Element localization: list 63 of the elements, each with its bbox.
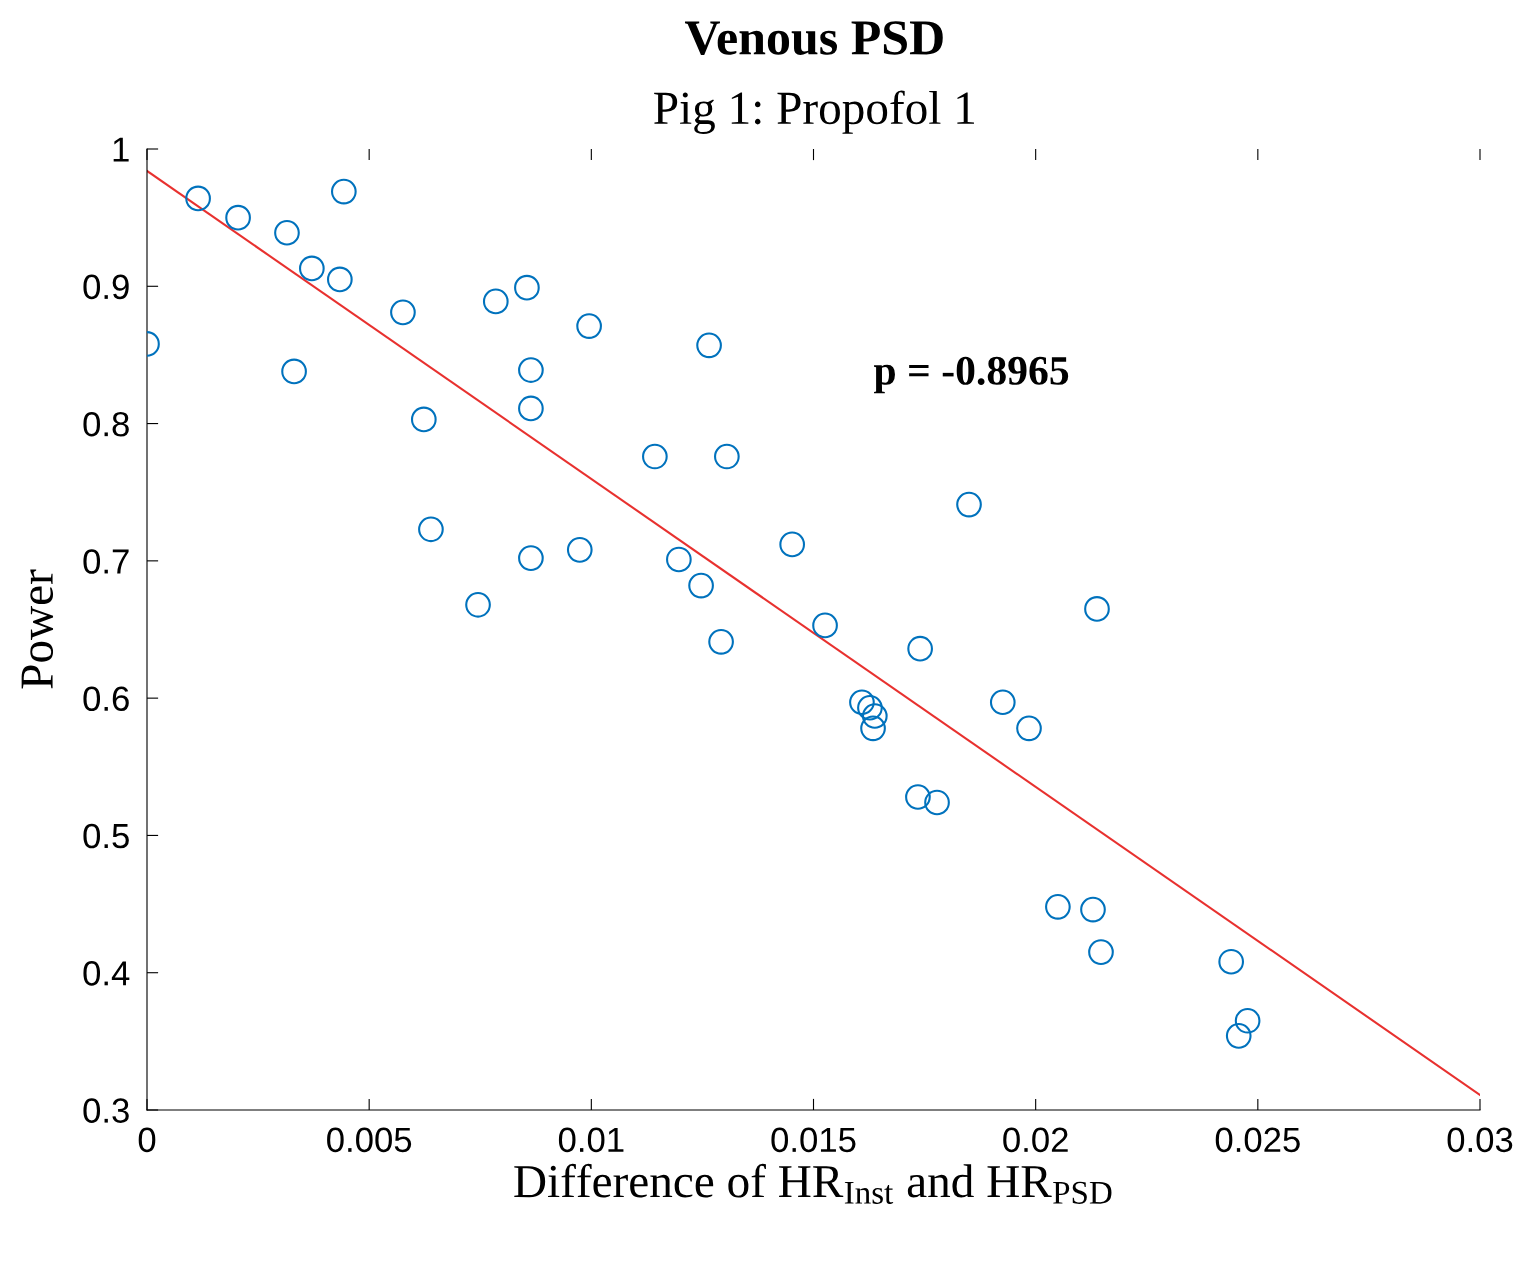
- point: [696, 332, 722, 359]
- point: [274, 219, 300, 246]
- point: [860, 715, 886, 742]
- point: [642, 443, 668, 470]
- y-tick-label: 1: [113, 137, 129, 162]
- point: [1016, 715, 1042, 742]
- point: [1080, 896, 1106, 923]
- chart-subtitle: Pig 1: Propofol 1: [654, 90, 974, 134]
- point: [225, 204, 251, 231]
- point: [518, 395, 544, 422]
- x-tick-label: 0.02: [1003, 1127, 1068, 1153]
- y-tick-label: 0.9: [83, 274, 129, 300]
- point: [714, 443, 740, 470]
- point: [1088, 939, 1114, 965]
- point: [518, 545, 544, 571]
- x-axis-title: Difference of HR$_{Inst}$ and HR$_{PSD}$: [514, 1163, 1112, 1204]
- point: [812, 612, 838, 639]
- point: [576, 313, 602, 339]
- chart-title: Venous PSD: [684, 21, 943, 56]
- point: [390, 299, 416, 326]
- point: [410, 406, 437, 433]
- y-tick-label: 0.3: [83, 1098, 129, 1123]
- point: [1225, 1023, 1252, 1049]
- x-tick-label: 0.005: [327, 1127, 412, 1153]
- annotation: p = -0.8965: [874, 356, 1069, 394]
- point: [1234, 1007, 1261, 1034]
- y-tick-label: 0.8: [83, 411, 129, 437]
- point: [905, 784, 931, 810]
- y-tick-label: 0.4: [83, 961, 130, 986]
- point: [708, 629, 734, 655]
- x-tick-label: 0.015: [771, 1127, 856, 1153]
- point: [281, 358, 307, 385]
- point: [326, 266, 353, 293]
- point: [185, 185, 211, 212]
- point: [330, 178, 357, 205]
- y-tick-label: 0.6: [83, 686, 129, 712]
- point: [465, 591, 491, 618]
- point: [514, 274, 540, 301]
- y-tick-label: 0.5: [83, 823, 129, 849]
- point: [861, 703, 888, 729]
- x-tick-label: 0: [138, 1127, 156, 1153]
- point: [924, 789, 950, 816]
- point: [956, 491, 982, 518]
- point: [1084, 596, 1110, 622]
- point: [989, 689, 1016, 716]
- point: [857, 694, 883, 721]
- point: [518, 357, 544, 383]
- point: [1045, 893, 1071, 920]
- x-tick-label: 0.025: [1215, 1127, 1300, 1153]
- y-tick-label: 0.7: [83, 549, 129, 574]
- point: [779, 531, 806, 558]
- point: [907, 635, 933, 662]
- point: [418, 516, 444, 543]
- point: [849, 689, 875, 716]
- x-tick-label: 0.03: [1447, 1127, 1513, 1153]
- point: [482, 288, 509, 315]
- point: [1218, 948, 1245, 975]
- y-axis-title: Power: [21, 569, 54, 689]
- x-tick-label: 0.01: [558, 1127, 624, 1153]
- point: [688, 572, 714, 599]
- point: [566, 537, 593, 563]
- point: [299, 255, 325, 282]
- point: [666, 546, 692, 573]
